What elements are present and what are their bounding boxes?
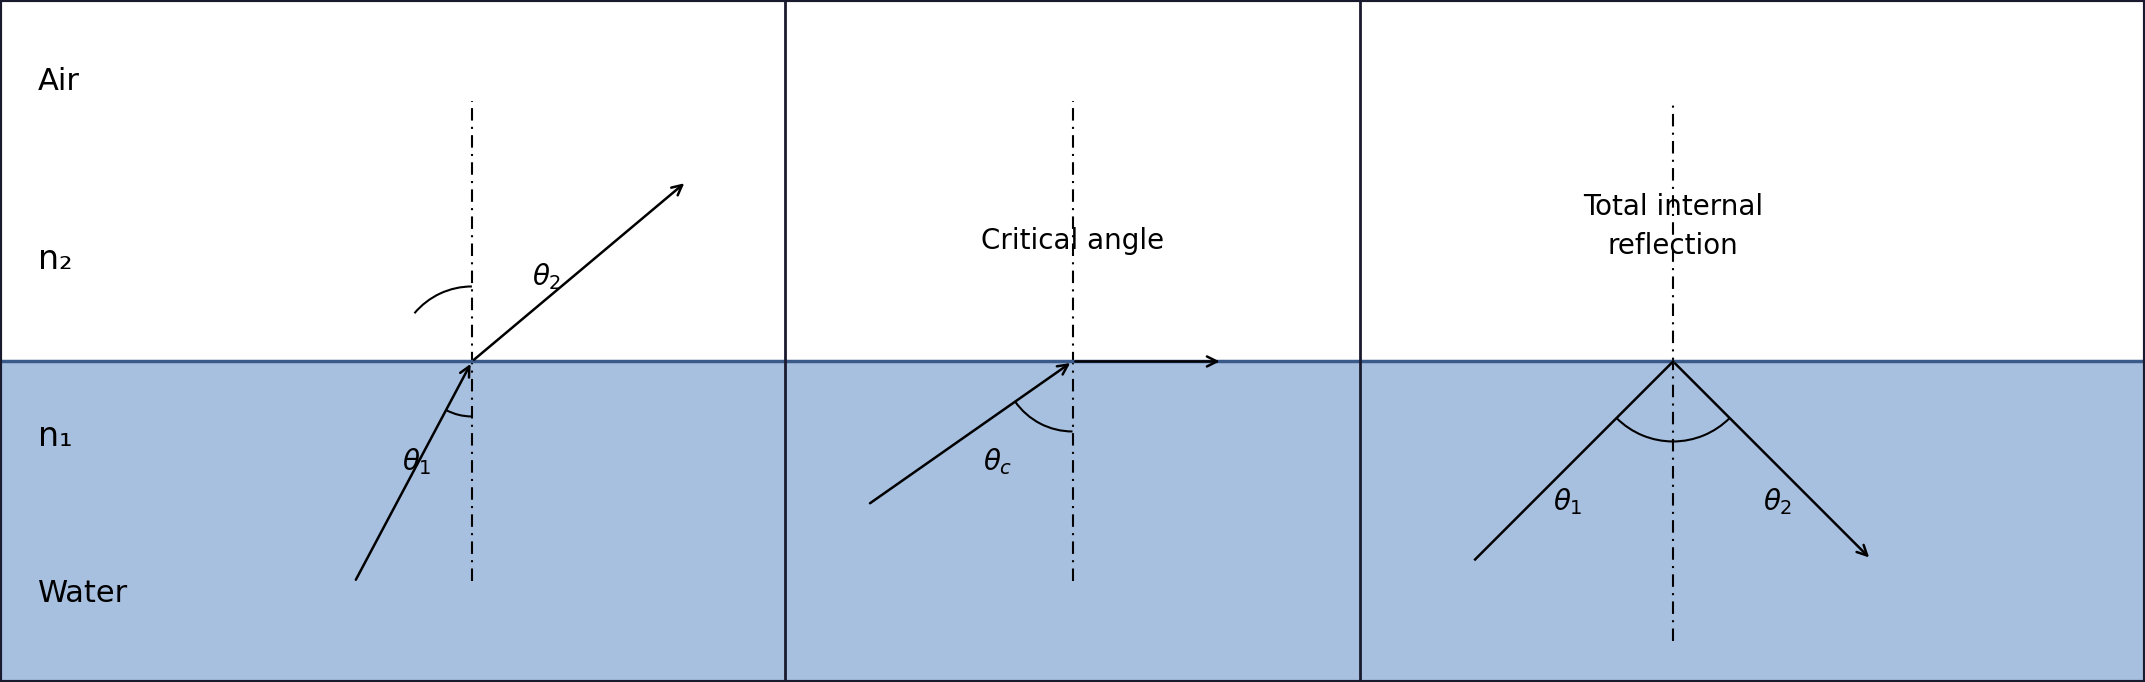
Bar — [0, 361, 2145, 682]
Text: $\theta_1$: $\theta_1$ — [401, 446, 431, 477]
Text: $\theta_c$: $\theta_c$ — [982, 446, 1012, 477]
Text: Air: Air — [39, 68, 79, 96]
Text: Critical angle: Critical angle — [980, 228, 1165, 256]
Text: n₁: n₁ — [39, 420, 73, 453]
Text: $\theta_2$: $\theta_2$ — [532, 261, 562, 292]
Text: Water: Water — [39, 579, 129, 608]
Text: n₂: n₂ — [39, 243, 73, 276]
Text: $\theta_1$: $\theta_1$ — [1553, 486, 1583, 517]
Text: Total internal
reflection: Total internal reflection — [1583, 193, 1763, 260]
Text: $\theta_2$: $\theta_2$ — [1763, 486, 1793, 517]
